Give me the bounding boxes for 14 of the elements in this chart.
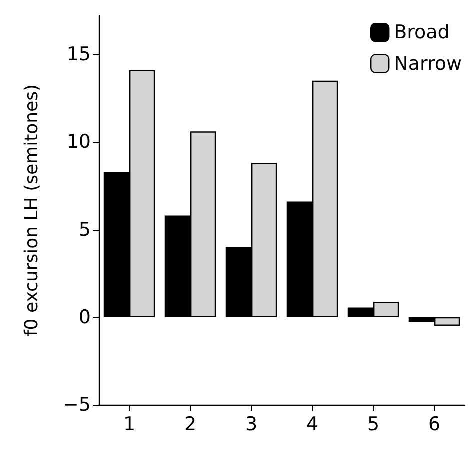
- y-tick-label: 0: [78, 306, 91, 328]
- y-tick-label: 5: [78, 218, 91, 241]
- y-tick-label: 15: [66, 44, 91, 66]
- x-tick-label: 1: [123, 414, 136, 436]
- x-tick-label: 4: [306, 414, 319, 436]
- legend-label: Narrow: [394, 52, 462, 75]
- y-tick-label: 10: [66, 131, 91, 154]
- legend-label: Broad: [394, 22, 450, 44]
- x-tick-label: 5: [367, 414, 380, 436]
- x-tick-label: 2: [184, 414, 197, 436]
- x-tick-label: 6: [428, 414, 441, 436]
- x-tick-label: 3: [245, 414, 258, 436]
- y-axis-title: f0 excursion LH (semitones): [22, 84, 42, 337]
- y-tick-label: −5: [62, 394, 91, 416]
